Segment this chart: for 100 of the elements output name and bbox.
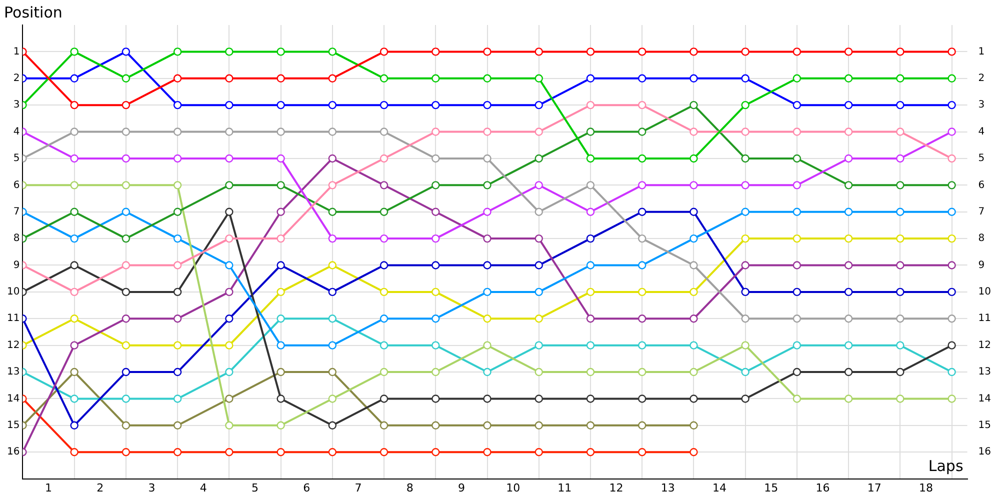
y-tick-label: 14 xyxy=(6,393,20,404)
point xyxy=(276,181,285,190)
point xyxy=(173,368,182,376)
y2-tick-label: 2 xyxy=(978,72,985,84)
point xyxy=(844,394,853,403)
point xyxy=(690,341,698,350)
point xyxy=(432,288,440,296)
x-tick-label: 10 xyxy=(506,481,520,494)
point xyxy=(690,154,698,163)
point xyxy=(948,368,956,376)
x-tick-label: 15 xyxy=(764,481,778,494)
point xyxy=(483,368,492,376)
y-tick-label: 2 xyxy=(13,72,20,84)
point xyxy=(896,341,904,350)
point xyxy=(122,314,130,323)
x-tick-label: 16 xyxy=(816,481,830,494)
point xyxy=(896,368,904,376)
point xyxy=(122,448,130,456)
y-tick-label: 3 xyxy=(13,100,20,111)
point xyxy=(896,314,904,323)
point xyxy=(534,394,543,403)
point xyxy=(586,448,595,456)
point xyxy=(792,181,802,190)
point xyxy=(122,208,130,216)
point xyxy=(380,394,388,403)
y-tick-label: 16 xyxy=(6,446,20,458)
point xyxy=(483,314,492,323)
point xyxy=(586,181,595,190)
y-tick-label: 1 xyxy=(13,46,20,58)
point xyxy=(741,181,750,190)
point xyxy=(122,288,130,296)
point xyxy=(432,100,440,110)
y-tick-label: 12 xyxy=(6,340,20,351)
point xyxy=(328,181,337,190)
point xyxy=(586,154,595,163)
point xyxy=(173,314,182,323)
point xyxy=(586,234,595,243)
point xyxy=(534,261,543,270)
point xyxy=(483,48,492,56)
point xyxy=(638,74,646,82)
point xyxy=(173,288,182,296)
point xyxy=(432,74,440,82)
point xyxy=(896,208,904,216)
point xyxy=(380,314,388,323)
point xyxy=(534,421,543,430)
y-tick-label: 13 xyxy=(6,366,20,378)
point xyxy=(948,261,956,270)
x-tick-label: 13 xyxy=(660,481,675,494)
point xyxy=(792,394,802,403)
point xyxy=(741,261,750,270)
point xyxy=(741,288,750,296)
point xyxy=(328,100,337,110)
point xyxy=(792,261,802,270)
point xyxy=(225,74,234,82)
point xyxy=(534,74,543,82)
point xyxy=(380,181,388,190)
point xyxy=(638,128,646,136)
point xyxy=(792,208,802,216)
point xyxy=(741,74,750,82)
point xyxy=(690,448,698,456)
point xyxy=(483,261,492,270)
point xyxy=(690,48,698,56)
point xyxy=(896,181,904,190)
point xyxy=(534,368,543,376)
point xyxy=(483,448,492,456)
point xyxy=(380,448,388,456)
y2-tick-label: 11 xyxy=(978,313,992,324)
point xyxy=(225,154,234,163)
point xyxy=(534,314,543,323)
point xyxy=(586,394,595,403)
point xyxy=(276,288,285,296)
point xyxy=(534,128,543,136)
x-tick-label: 8 xyxy=(406,481,414,494)
point xyxy=(690,421,698,430)
point xyxy=(586,261,595,270)
point xyxy=(122,100,130,110)
point xyxy=(70,288,78,296)
point xyxy=(173,261,182,270)
point xyxy=(690,261,698,270)
point xyxy=(844,288,853,296)
point xyxy=(328,208,337,216)
point xyxy=(896,394,904,403)
point xyxy=(432,208,440,216)
point xyxy=(690,74,698,82)
y2-tick-label: 5 xyxy=(978,153,985,164)
point xyxy=(690,368,698,376)
x-tick-label: 1 xyxy=(45,481,52,494)
x-axis-title: Laps xyxy=(928,457,964,476)
y-tick-label: 4 xyxy=(13,126,20,138)
point xyxy=(328,341,337,350)
point xyxy=(432,448,440,456)
x-tick-label: 18 xyxy=(918,481,933,494)
point xyxy=(948,48,956,56)
point xyxy=(741,394,750,403)
point xyxy=(380,341,388,350)
point xyxy=(276,48,285,56)
y-tick-label: 6 xyxy=(13,180,20,191)
point xyxy=(225,288,234,296)
point xyxy=(792,128,802,136)
point xyxy=(534,288,543,296)
